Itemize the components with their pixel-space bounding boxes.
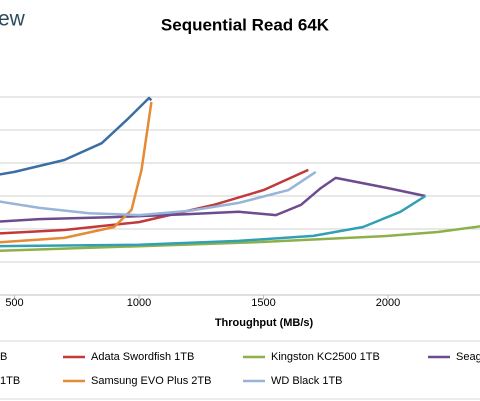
series-line bbox=[0, 194, 427, 248]
legend-label: WD Black 1TB bbox=[271, 375, 343, 387]
x-tick-label: 1500 bbox=[251, 297, 275, 309]
legend-label: B bbox=[0, 351, 7, 363]
x-tick-label: 500 bbox=[5, 297, 23, 309]
legend-label: 1TB bbox=[0, 375, 20, 387]
x-tick-label: 1000 bbox=[127, 297, 151, 309]
legend-label: Seaga bbox=[456, 351, 480, 363]
series-line bbox=[0, 225, 480, 253]
series-line bbox=[0, 170, 317, 217]
chart-title: Sequential Read 64K bbox=[161, 15, 330, 34]
x-tick-label: 2000 bbox=[376, 297, 400, 309]
legend-box bbox=[0, 340, 480, 400]
x-axis-title: Throughput (MB/s) bbox=[215, 317, 314, 329]
series-line bbox=[0, 96, 153, 176]
legend-label: Samsung EVO Plus 2TB bbox=[91, 375, 211, 387]
watermark: ew bbox=[0, 8, 26, 31]
series-line bbox=[0, 168, 309, 235]
series-line bbox=[0, 101, 153, 244]
legend-label: Kingston KC2500 1TB bbox=[271, 351, 380, 363]
series-line bbox=[0, 176, 426, 223]
legend-label: Adata Swordfish 1TB bbox=[91, 351, 194, 363]
